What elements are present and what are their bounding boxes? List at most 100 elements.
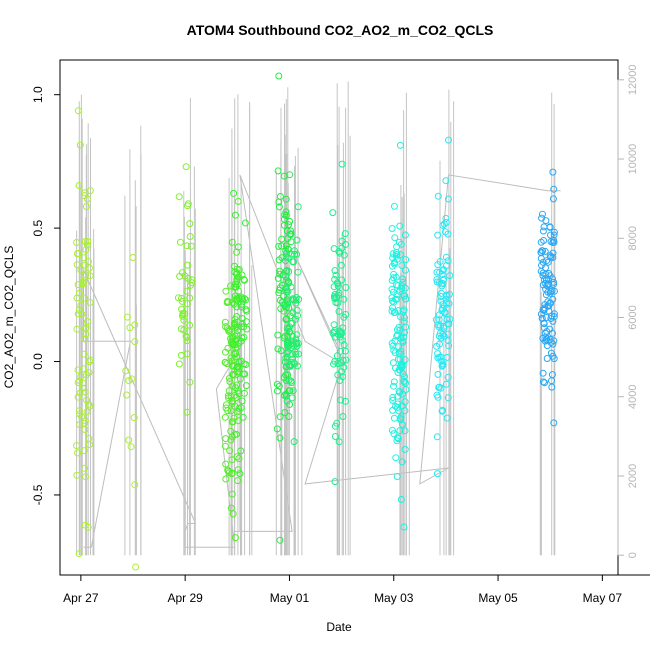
data-point [225, 374, 233, 382]
data-point [132, 563, 140, 571]
data-point [233, 303, 241, 311]
data-point [433, 268, 441, 276]
data-point [546, 223, 554, 231]
data-point [445, 342, 453, 350]
data-point [542, 336, 550, 344]
data-point [76, 421, 84, 428]
data-point [282, 267, 290, 275]
data-point [184, 202, 191, 210]
data-point [389, 250, 397, 258]
data-point [76, 389, 84, 397]
data-point [128, 375, 136, 383]
data-point [397, 251, 404, 259]
data-point [77, 301, 85, 309]
data-point [342, 284, 350, 291]
data-point [550, 278, 558, 286]
data-point [122, 367, 130, 375]
x-tick-label: May 07 [583, 591, 623, 605]
data-point [182, 163, 190, 171]
data-point [80, 350, 88, 358]
data-point [402, 266, 409, 274]
data-point [401, 427, 409, 435]
data-point [81, 335, 89, 343]
data-point [389, 394, 397, 401]
data-point [282, 195, 290, 203]
data-point [234, 477, 242, 485]
data-point [275, 382, 283, 390]
data-point [174, 294, 182, 302]
data-point [546, 325, 554, 333]
data-point [436, 268, 444, 276]
data-point [282, 377, 290, 385]
data-point [292, 296, 300, 304]
data-point [234, 327, 241, 334]
data-point [388, 339, 396, 347]
data-point [442, 380, 450, 388]
data-point [222, 460, 230, 468]
data-point [230, 189, 238, 197]
data-point [74, 379, 82, 386]
data-point [390, 378, 398, 386]
data-point [546, 272, 554, 280]
data-point [549, 249, 557, 257]
data-point [83, 396, 91, 404]
data-point [335, 438, 343, 446]
data-point [401, 314, 408, 322]
data-point [338, 336, 346, 344]
data-point [78, 413, 86, 421]
data-point [222, 287, 230, 295]
secondary-y-tick-label: 6000 [627, 305, 639, 329]
data-point [287, 230, 295, 238]
data-point [432, 316, 440, 324]
data-point [550, 337, 558, 345]
data-point [444, 257, 452, 265]
data-point [81, 189, 89, 197]
data-point [231, 534, 239, 542]
data-point [240, 323, 248, 331]
data-point [293, 306, 301, 314]
data-point [394, 355, 402, 363]
data-point [402, 386, 410, 393]
data-point [331, 433, 339, 440]
data-point [290, 296, 298, 304]
data-point [289, 387, 297, 395]
data-point [74, 449, 82, 457]
data-point [439, 280, 447, 288]
data-point [85, 369, 93, 376]
data-point [275, 203, 283, 211]
data-point [125, 436, 133, 444]
data-point [441, 228, 449, 236]
data-point [129, 254, 137, 261]
data-point [439, 406, 446, 414]
data-point [399, 307, 407, 315]
data-point [84, 195, 91, 203]
data-point [286, 362, 294, 370]
data-point [282, 273, 290, 281]
data-point [440, 332, 448, 340]
data-point [276, 413, 284, 421]
data-point [435, 323, 443, 331]
data-point [445, 136, 452, 144]
data-point [339, 356, 347, 364]
data-point [232, 280, 240, 288]
data-point [538, 314, 546, 322]
y-tick-label: 0.0 [31, 353, 45, 370]
data-point [226, 447, 234, 455]
data-point [232, 384, 240, 392]
data-point [229, 371, 237, 379]
data-point [235, 339, 243, 347]
data-point [337, 396, 344, 404]
data-point [284, 300, 292, 308]
data-point [274, 274, 282, 282]
data-point [331, 276, 339, 283]
data-point [234, 197, 242, 205]
data-point [222, 323, 230, 331]
data-point [283, 350, 291, 358]
secondary-y-tick-label: 0 [627, 552, 639, 558]
data-point [186, 233, 194, 240]
data-point [537, 267, 545, 275]
data-point [83, 408, 91, 416]
data-point [338, 160, 346, 168]
data-point [433, 433, 441, 441]
data-point [396, 222, 404, 230]
